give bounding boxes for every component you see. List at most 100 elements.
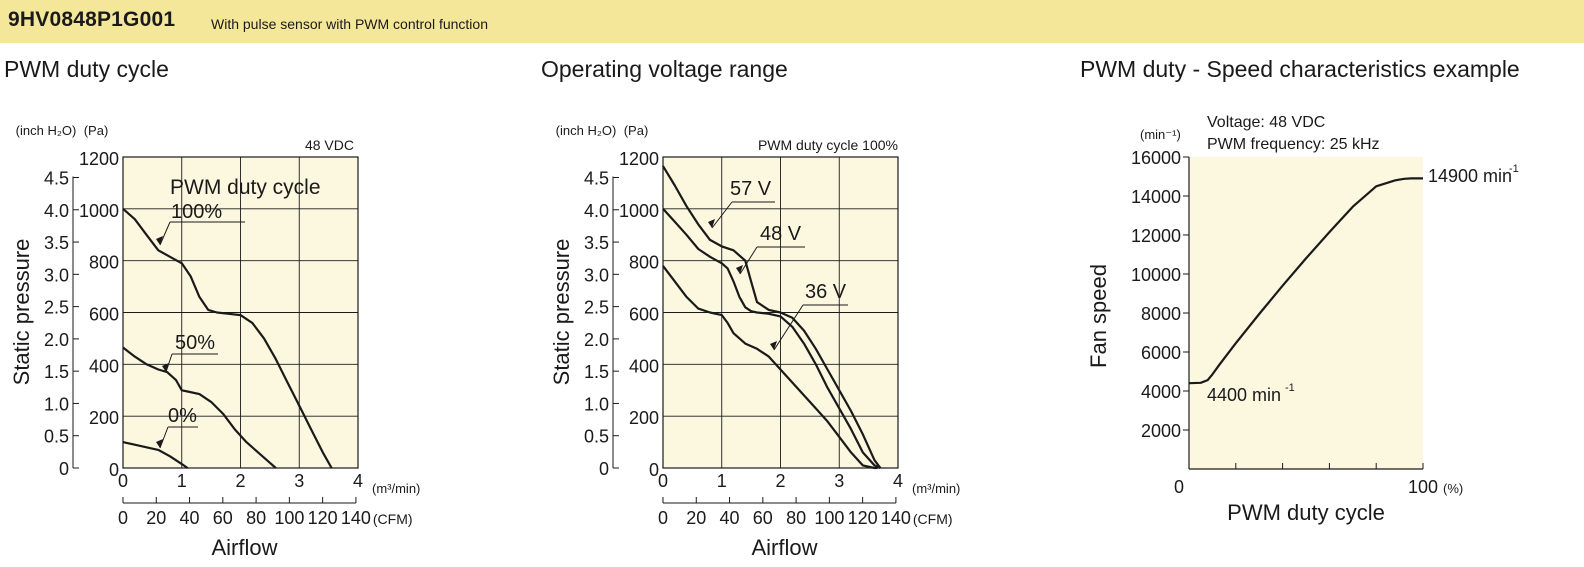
chart2-y-unit: (Pa) (624, 123, 649, 138)
chart3-xlabel: PWM duty cycle (1227, 500, 1385, 525)
chart2-x2tick-label: 100 (814, 508, 844, 528)
chart2-ylabel: Static pressure (549, 239, 574, 386)
chart1-ylabel: Static pressure (9, 239, 34, 386)
chart3-xtick-label: 100 (1408, 477, 1438, 497)
chart3-condition-frequency: PWM frequency: 25 kHz (1207, 136, 1380, 153)
chart2-x2tick-label: 0 (658, 508, 668, 528)
chart3-min-label-exponent: -1 (1285, 382, 1295, 394)
chart1-x-unit: (m³/min) (372, 481, 420, 496)
chart1-legend-title: PWM duty cycle (170, 176, 321, 199)
chart2-y2tick-label: 1.5 (584, 362, 609, 382)
chart2-ytick-label: 0 (649, 460, 659, 480)
chart1-xtick-label: 4 (353, 471, 363, 491)
chart1-y2tick-label: 2.5 (44, 298, 69, 318)
chart2-ytick-label: 200 (629, 408, 659, 428)
chart1-y2tick-label: 1.0 (44, 394, 69, 414)
chart1-y2tick-label: 0 (59, 459, 69, 479)
chart1-y2tick-label: 2.0 (44, 330, 69, 350)
chart1-ytick-label: 0 (109, 460, 119, 480)
chart1-xtick-label: 0 (118, 471, 128, 491)
panel1-title: PWM duty cycle (4, 56, 169, 82)
chart1-series-line (122, 441, 189, 469)
chart3-max-label-exponent: -1 (1509, 163, 1519, 175)
chart2-y2tick-label: 2.0 (584, 330, 609, 350)
chart1-leader-arrow (162, 363, 169, 372)
chart2-x2tick-label: 80 (786, 508, 806, 528)
chart1-x2tick-label: 120 (308, 508, 338, 528)
chart2-series-label-36v: 36 V (805, 281, 847, 303)
chart1-series-label-100: 100% (171, 201, 222, 223)
chart2-condition: PWM duty cycle 100% (758, 137, 898, 153)
chart1-ytick-label: 200 (89, 408, 119, 428)
chart2-y2tick-label: 1.0 (584, 394, 609, 414)
chart2-series-label-48v: 48 V (760, 223, 802, 245)
chart3-ytick-label: 6000 (1141, 343, 1181, 363)
chart2-leader-arrow (736, 265, 743, 274)
chart3-ytick-label: 16000 (1131, 148, 1181, 168)
chart2-xtick-label: 2 (775, 471, 785, 491)
chart2-series-line (662, 208, 881, 470)
panel3-title: PWM duty - Speed characteristics example (1080, 56, 1520, 82)
chart2-series-line (662, 265, 878, 470)
chart1-x2tick-label: 40 (180, 508, 200, 528)
chart1-leader-line (159, 221, 171, 246)
chart2-leader-arrow (770, 341, 777, 350)
chart2-x2tick-label: 60 (753, 508, 773, 528)
chart1-xtick-label: 2 (235, 471, 245, 491)
chart1-series-line (122, 346, 277, 469)
chart1-x2tick-label: 140 (341, 508, 371, 528)
chart2-ytick-label: 600 (629, 305, 659, 325)
chart1-x2tick-label: 0 (118, 508, 128, 528)
chart3-xtick-label: 0 (1174, 477, 1184, 497)
chart1-ytick-label: 600 (89, 305, 119, 325)
chart1-y2tick-label: 4.5 (44, 168, 69, 188)
chart3-min-label: 4400 min (1207, 385, 1281, 405)
chart2-series-line (662, 165, 882, 469)
chart1-xtick-label: 3 (294, 471, 304, 491)
chart1-x2-unit: (CFM) (373, 511, 413, 527)
chart1-x2tick-label: 80 (246, 508, 266, 528)
chart3-ytick-label: 8000 (1141, 304, 1181, 324)
chart2-xtick-label: 4 (893, 471, 903, 491)
chart2-leader-line (711, 201, 733, 229)
chart1-y2tick-label: 4.0 (44, 201, 69, 221)
chart1-ytick-label: 1000 (79, 201, 119, 221)
chart1-y2tick-label: 0.5 (44, 427, 69, 447)
chart3-y-unit: (min⁻¹) (1140, 127, 1181, 142)
chart2-y2tick-label: 0.5 (584, 427, 609, 447)
panel2-title: Operating voltage range (541, 56, 788, 82)
model-description: With pulse sensor with PWM control funct… (211, 16, 488, 32)
chart2-x2tick-label: 120 (848, 508, 878, 528)
chart2-ytick-label: 800 (629, 253, 659, 273)
chart1-series-line (122, 207, 333, 469)
chart3-plot-area (1189, 157, 1423, 469)
chart1-leader-line (159, 426, 169, 449)
chart2-ytick-label: 400 (629, 356, 659, 376)
chart2-y2tick-label: 4.0 (584, 201, 609, 221)
chart1-x2tick-label: 60 (213, 508, 233, 528)
chart2-xtick-label: 1 (717, 471, 727, 491)
chart2-x2-unit: (CFM) (913, 511, 953, 527)
chart1-y-unit: (Pa) (84, 123, 109, 138)
chart2-y2tick-label: 2.5 (584, 298, 609, 318)
chart2-x2tick-label: 20 (686, 508, 706, 528)
chart2-series-label-57v: 57 V (730, 178, 772, 200)
chart3-ytick-label: 12000 (1131, 226, 1181, 246)
chart1-xlabel: Airflow (211, 535, 277, 560)
chart1-x2tick-label: 100 (274, 508, 304, 528)
chart1-ytick-label: 1200 (79, 149, 119, 169)
chart1-y2tick-label: 3.5 (44, 233, 69, 253)
chart1-y2-unit: (inch H₂O) (16, 123, 77, 138)
model-number: 9HV0848P1G001 (8, 8, 176, 31)
chart3-x-unit: (%) (1443, 481, 1463, 496)
chart1-condition: 48 VDC (305, 137, 354, 153)
chart2-leader-line (773, 304, 804, 351)
chart2-y2tick-label: 4.5 (584, 168, 609, 188)
chart3-ytick-label: 10000 (1131, 265, 1181, 285)
chart1-leader-arrow (156, 236, 163, 245)
chart2-xlabel: Airflow (751, 535, 817, 560)
chart2-x2tick-label: 40 (720, 508, 740, 528)
chart3-ytick-label: 14000 (1131, 187, 1181, 207)
chart1-y2tick-label: 3.0 (44, 265, 69, 285)
